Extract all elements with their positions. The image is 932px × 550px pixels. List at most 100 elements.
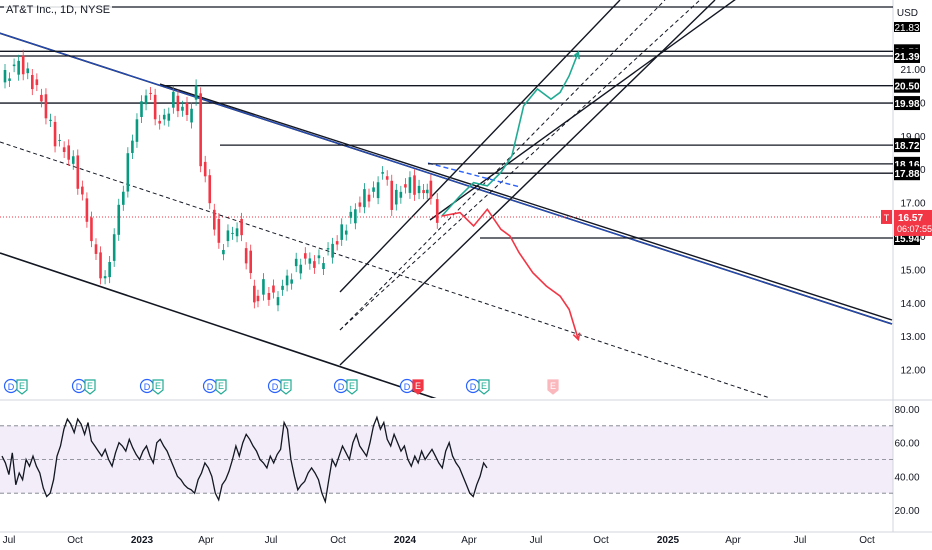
price-candle [417, 185, 421, 194]
price-axis-tick: 21.00 [900, 65, 925, 76]
price-candle [176, 95, 180, 112]
price-candle [35, 79, 39, 86]
price-candle [172, 91, 175, 108]
price-candle [71, 156, 75, 164]
time-axis-tick: Oct [67, 535, 83, 546]
price-candle [231, 232, 234, 234]
price-level-label: 21.83 [894, 23, 919, 34]
price-candle [153, 94, 157, 120]
price-level-label: 19.98 [894, 99, 919, 110]
price-candle [21, 55, 25, 75]
earnings-badge [84, 379, 96, 395]
price-candle [385, 176, 389, 180]
price-candle [413, 175, 416, 195]
price-level-label-bg [894, 138, 920, 153]
price-candle [203, 161, 207, 177]
price-candle [354, 209, 357, 224]
price-candle [126, 153, 130, 192]
current-price-label-bg [894, 209, 932, 236]
earnings-badge-label: E [87, 381, 93, 391]
channel-upper-line-2 [159, 83, 893, 321]
price-candle [313, 261, 316, 268]
price-level-label: 17.88 [894, 169, 919, 180]
price-candle [149, 92, 152, 94]
time-axis-tick: Oct [593, 535, 609, 546]
current-price-label: 16.57 [898, 213, 923, 224]
price-candle [108, 261, 111, 278]
time-axis-tick: Apr [461, 535, 477, 546]
price-candle [26, 68, 30, 74]
price-candle [58, 139, 61, 141]
dividend-badge-label: D [338, 382, 345, 392]
price-candle [99, 252, 102, 279]
rsi-axis-tick: 40.00 [894, 472, 919, 483]
price-candle [249, 250, 252, 274]
earnings-badge-label: E [415, 381, 421, 391]
dividend-badge-label: D [470, 382, 477, 392]
price-candle [267, 292, 271, 300]
price-candle [253, 285, 256, 303]
symbol-badge-bg [881, 209, 892, 224]
price-candle [408, 177, 412, 193]
earnings-badge [215, 379, 227, 395]
price-axis-tick: 19.00 [900, 132, 925, 143]
earnings-badge [280, 379, 292, 395]
price-candle [395, 189, 398, 205]
price-level-label-bg [894, 166, 920, 181]
countdown-label: 06:07:55 [897, 224, 932, 234]
price-candle [90, 217, 93, 242]
time-axis-tick: 2025 [657, 535, 680, 546]
price-candle [162, 114, 166, 120]
price-candle [358, 202, 362, 207]
price-candle [49, 119, 52, 121]
price-candle [304, 253, 307, 259]
ascending-channel-line [339, 0, 716, 366]
price-candle [429, 180, 433, 199]
dividend-badge-label: D [404, 382, 411, 392]
price-candle [167, 113, 171, 121]
currency-label[interactable]: USD [896, 8, 918, 19]
price-level-label: 20.50 [894, 82, 919, 93]
price-candle [367, 194, 371, 202]
time-axis-tick: Jul [530, 535, 543, 546]
price-candle [122, 191, 125, 205]
price-candle [281, 285, 284, 290]
channel-lower-line [0, 252, 437, 398]
price-candle [399, 191, 403, 198]
price-candle [194, 85, 198, 100]
price-candle [262, 279, 265, 295]
earnings-badge-label: E [481, 381, 487, 391]
earnings-badge [16, 379, 28, 395]
price-candle [344, 230, 348, 235]
price-candle [81, 186, 84, 195]
rsi-axis-tick: 20.00 [894, 506, 919, 517]
earnings-badge [152, 379, 164, 395]
price-candle [390, 180, 394, 210]
price-candle [222, 249, 225, 255]
price-candle [299, 264, 303, 274]
price-candle [331, 243, 334, 258]
price-candle [381, 172, 384, 174]
price-candle [308, 258, 312, 264]
ascending-channel-line [339, 0, 666, 331]
price-candle [208, 175, 212, 204]
earnings-badge-label: E [550, 381, 556, 391]
price-candle [340, 224, 343, 240]
earnings-badge-label: E [155, 381, 161, 391]
price-candle [117, 204, 121, 235]
price-candle [144, 95, 148, 105]
trendline-blue [0, 32, 893, 325]
price-candle [335, 241, 339, 245]
price-candle [181, 106, 184, 111]
price-candle [256, 295, 260, 302]
price-candle [3, 70, 7, 83]
price-candle [103, 276, 107, 279]
price-level-label-bg [894, 22, 920, 32]
price-candle [244, 248, 248, 264]
price-axis-tick: 13.00 [900, 332, 925, 343]
price-candle [8, 78, 11, 81]
price-axis-tick: 17.00 [900, 199, 925, 210]
time-axis-tick: 2023 [131, 535, 154, 546]
time-axis-tick: Jul [794, 535, 807, 546]
